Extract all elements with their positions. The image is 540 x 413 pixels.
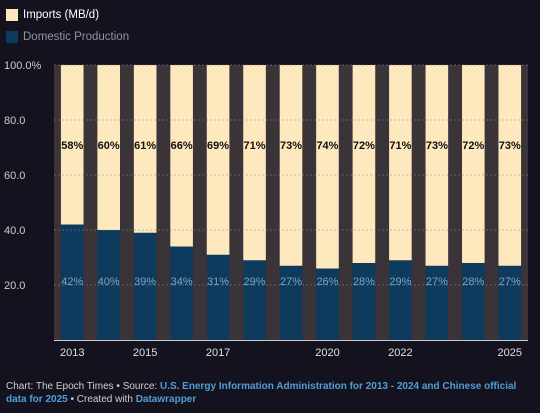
legend-label-domestic: Domestic Production xyxy=(23,31,130,43)
bar-domestic-2024 xyxy=(462,263,485,340)
bar-domestic-2021 xyxy=(352,263,376,340)
legend-swatch-domestic xyxy=(6,31,18,43)
bar-domestic-2023 xyxy=(425,265,449,340)
data-label-imports-2015: 61% xyxy=(134,140,156,152)
data-label-domestic-2015: 39% xyxy=(134,276,156,288)
data-label-domestic-2016: 34% xyxy=(171,276,193,288)
data-label-imports-2017: 69% xyxy=(207,140,229,152)
data-label-imports-2025: 73% xyxy=(499,140,521,152)
bar-domestic-2020 xyxy=(316,268,339,340)
data-label-imports-2024: 72% xyxy=(462,140,484,152)
bar-imports-2022 xyxy=(389,65,412,261)
data-label-imports-2023: 73% xyxy=(426,140,448,152)
bar-domestic-2019 xyxy=(279,265,303,340)
bar-imports-2014 xyxy=(97,65,120,230)
bar-domestic-2017 xyxy=(206,254,230,340)
data-label-domestic-2022: 29% xyxy=(389,276,411,288)
bar-domestic-2013 xyxy=(60,224,84,340)
source-link[interactable]: U.S. Energy Information Administration f… xyxy=(6,381,517,405)
x-tick-label-2022: 2022 xyxy=(388,347,412,359)
data-label-domestic-2017: 31% xyxy=(207,276,229,288)
legend-item-domestic: Domestic Production xyxy=(6,28,129,46)
y-tick-label-60: 60.0 xyxy=(4,170,25,182)
data-label-domestic-2023: 27% xyxy=(426,276,448,288)
y-tick-label-40: 40.0 xyxy=(4,225,25,237)
x-tick-label-2015: 2015 xyxy=(133,347,157,359)
bar-domestic-2016 xyxy=(170,246,193,340)
bar-imports-2017 xyxy=(206,65,230,255)
data-label-domestic-2020: 26% xyxy=(316,276,338,288)
data-label-domestic-2019: 27% xyxy=(280,276,302,288)
data-label-domestic-2013: 42% xyxy=(61,276,83,288)
bar-imports-2020 xyxy=(316,65,339,269)
bar-imports-2021 xyxy=(352,65,376,263)
data-label-imports-2020: 74% xyxy=(316,140,338,152)
bar-domestic-2014 xyxy=(97,230,120,340)
bar-domestic-2018 xyxy=(243,260,266,340)
data-label-imports-2018: 71% xyxy=(244,140,266,152)
footer-middle: • Created with xyxy=(67,394,136,405)
footer-credit: Chart: The Epoch Times • Source: xyxy=(6,381,160,392)
y-tick-label-20: 20.0 xyxy=(4,280,25,292)
legend-swatch-imports xyxy=(6,9,18,21)
bar-imports-2025 xyxy=(498,65,522,266)
data-label-domestic-2021: 28% xyxy=(353,276,375,288)
x-tick-label-2025: 2025 xyxy=(498,347,522,359)
data-label-domestic-2024: 28% xyxy=(462,276,484,288)
data-label-domestic-2025: 27% xyxy=(499,276,521,288)
bar-imports-2015 xyxy=(133,65,157,233)
bar-domestic-2022 xyxy=(389,260,412,340)
y-tick-label-80: 80.0 xyxy=(4,115,25,127)
data-label-domestic-2014: 40% xyxy=(98,276,120,288)
x-tick-label-2013: 2013 xyxy=(60,347,84,359)
y-tick-label-100: 100.0% xyxy=(4,60,42,72)
x-tick-label-2020: 2020 xyxy=(315,347,339,359)
bar-imports-2013 xyxy=(60,65,84,225)
bar-imports-2016 xyxy=(170,65,193,247)
legend-label-imports: Imports (MB/d) xyxy=(23,9,100,21)
legend: Imports (MB/d) Domestic Production xyxy=(6,6,129,50)
bar-imports-2024 xyxy=(462,65,485,263)
data-label-imports-2014: 60% xyxy=(98,140,120,152)
data-label-imports-2019: 73% xyxy=(280,140,302,152)
bar-imports-2023 xyxy=(425,65,449,266)
bar-imports-2018 xyxy=(243,65,266,261)
bar-imports-2019 xyxy=(279,65,303,266)
chart-footer: Chart: The Epoch Times • Source: U.S. En… xyxy=(6,380,534,406)
bar-domestic-2025 xyxy=(498,265,522,340)
data-label-domestic-2018: 29% xyxy=(244,276,266,288)
bar-domestic-2015 xyxy=(133,232,157,340)
data-label-imports-2022: 71% xyxy=(389,140,411,152)
data-label-imports-2021: 72% xyxy=(353,140,375,152)
x-tick-label-2017: 2017 xyxy=(206,347,230,359)
data-label-imports-2013: 58% xyxy=(61,140,83,152)
datawrapper-link[interactable]: Datawrapper xyxy=(135,394,197,405)
legend-item-imports: Imports (MB/d) xyxy=(6,6,129,24)
data-label-imports-2016: 66% xyxy=(171,140,193,152)
